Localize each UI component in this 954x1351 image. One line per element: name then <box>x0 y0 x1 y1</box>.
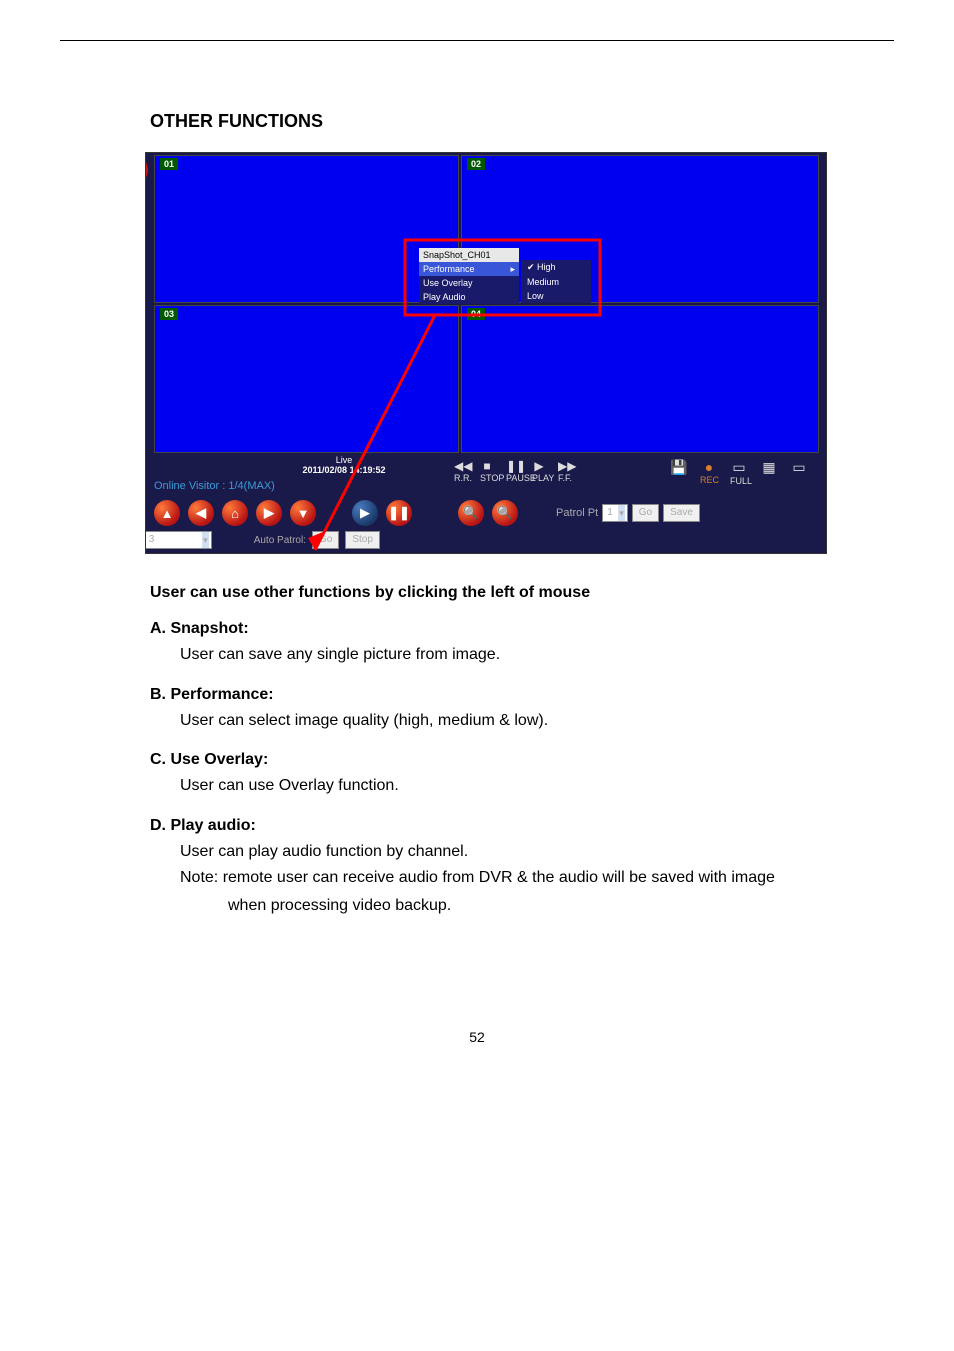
bottom-row: Speed: 3 Auto Patrol: Go Stop <box>145 531 380 549</box>
floppy-icon: 💾 <box>670 459 688 476</box>
menu-item-overlay[interactable]: Use Overlay <box>419 276 519 290</box>
menu-item-performance[interactable]: Performance ▸ <box>419 262 519 276</box>
context-menu-header[interactable]: SnapShot_CH01 <box>419 248 519 262</box>
patrol-select[interactable]: 1 <box>602 504 628 522</box>
record-icon: ● <box>700 459 718 475</box>
ff-label: F.F. <box>558 473 572 483</box>
patrol-label: Patrol Pt <box>556 507 598 519</box>
item-c-heading: C. Use Overlay: <box>150 751 854 769</box>
record-label: REC <box>700 475 719 485</box>
record-button[interactable]: ●REC <box>700 459 718 475</box>
instruction-text: User can use other functions by clicking… <box>150 584 854 602</box>
auto-go-button[interactable]: Go <box>312 531 339 549</box>
patrol-go-button[interactable]: Go <box>632 504 659 522</box>
ptz-down-button[interactable]: ▼ <box>290 500 316 526</box>
stop-icon: ■ <box>480 459 494 473</box>
submenu-label: High <box>537 262 556 272</box>
transport-controls: ◀◀R.R. ■STOP ❚❚PAUSE ▶PLAY ▶▶F.F. <box>454 459 572 483</box>
submenu-arrow-icon: ▸ <box>510 264 515 275</box>
rewind-label: R.R. <box>454 473 472 483</box>
auto-stop-button[interactable]: Stop <box>345 531 380 549</box>
item-d-text: User can play audio function by channel. <box>180 839 854 865</box>
patrol-save-button[interactable]: Save <box>663 504 700 522</box>
menu-item-play-audio[interactable]: Play Audio <box>419 290 519 304</box>
item-b-heading: B. Performance: <box>150 686 854 704</box>
dvr-screenshot: 01 02 03 04 SnapShot_CH01 Performance ▸ <box>145 152 827 554</box>
channel-label-2: 02 <box>467 158 485 170</box>
ptz-home-button[interactable]: ⌂ <box>222 500 248 526</box>
ptz-up-button[interactable]: ▲ <box>154 500 180 526</box>
video-pane-1[interactable]: 01 <box>154 155 459 303</box>
ff-button[interactable]: ▶▶F.F. <box>558 459 572 483</box>
ptz-right-button[interactable]: ▶ <box>256 500 282 526</box>
submenu-low[interactable]: Low <box>521 289 591 303</box>
video-pane-4[interactable]: 04 <box>461 305 819 453</box>
timestamp-text: 2011/02/08 14:19:52 <box>302 465 385 475</box>
single-button[interactable]: ▭ <box>790 459 808 475</box>
stop-label: STOP <box>480 473 504 483</box>
status-bar: Live 2011/02/08 14:19:52 ◀◀R.R. ■STOP ❚❚… <box>154 455 818 480</box>
online-visitor-text: Online Visitor : 1/4(MAX) <box>154 480 275 492</box>
play-label: PLAY <box>532 473 554 483</box>
submenu-high[interactable]: ✔ High <box>521 260 591 275</box>
right-controls: 💾 ●REC ▭FULL ▦ ▭ <box>670 459 808 475</box>
item-d-heading: D. Play audio: <box>150 817 854 835</box>
rewind-icon: ◀◀ <box>454 459 468 473</box>
auto-patrol-label: Auto Patrol: <box>254 535 306 546</box>
rewind-button[interactable]: ◀◀R.R. <box>454 459 468 483</box>
item-a-text: User can save any single picture from im… <box>180 642 854 668</box>
grid-button[interactable]: ▦ <box>760 459 778 475</box>
section-heading: OTHER FUNCTIONS <box>150 111 854 132</box>
zoom-minus-button[interactable]: 🔍 <box>492 500 518 526</box>
pause-button[interactable]: ❚❚PAUSE <box>506 459 520 483</box>
channel-label-4: 04 <box>467 308 485 320</box>
live-label: Live <box>336 455 353 465</box>
note-line1: Note: remote user can receive audio from… <box>180 864 854 891</box>
note-line2: when processing video backup. <box>228 892 854 919</box>
fullscreen-label: FULL <box>730 476 752 486</box>
zoom-plus-button[interactable]: 🔍 <box>458 500 484 526</box>
menu-item-label: Performance <box>423 264 475 274</box>
play-icon: ▶ <box>532 459 546 473</box>
ptz-left-button[interactable]: ◀ <box>188 500 214 526</box>
zoom-pause-button[interactable]: ❚❚ <box>386 500 412 526</box>
fullscreen-button[interactable]: ▭FULL <box>730 459 748 475</box>
context-menu[interactable]: SnapShot_CH01 Performance ▸ Use Overlay … <box>419 248 519 304</box>
pause-icon: ❚❚ <box>506 459 520 473</box>
item-c-text: User can use Overlay function. <box>180 773 854 799</box>
single-icon: ▭ <box>790 459 808 476</box>
ptz-controls: ▲ ◀ ⌂ ▶ ▼ ▶ ❚❚ 🔍 🔍 Patrol Pt 1 Go Sav <box>154 498 818 528</box>
performance-submenu[interactable]: ✔ High Medium Low <box>521 260 591 303</box>
item-a-heading: A. Snapshot: <box>150 620 854 638</box>
item-b-text: User can select image quality (high, med… <box>180 708 854 734</box>
grid-icon: ▦ <box>760 459 778 476</box>
live-timestamp: Live 2011/02/08 14:19:52 <box>284 455 404 475</box>
play-button[interactable]: ▶PLAY <box>532 459 546 483</box>
zoom-in-play-button[interactable]: ▶ <box>352 500 378 526</box>
speed-select[interactable]: 3 <box>145 531 212 549</box>
ff-icon: ▶▶ <box>558 459 572 473</box>
channel-label-1: 01 <box>160 158 178 170</box>
submenu-medium[interactable]: Medium <box>521 275 591 289</box>
page-number: 52 <box>0 1029 954 1075</box>
logo-badge <box>145 155 148 185</box>
fullscreen-icon: ▭ <box>730 459 748 476</box>
figure-container: 01 02 03 04 SnapShot_CH01 Performance ▸ <box>145 152 845 554</box>
check-icon: ✔ <box>527 262 537 272</box>
stop-button[interactable]: ■STOP <box>480 459 494 483</box>
channel-label-3: 03 <box>160 308 178 320</box>
save-disk-button[interactable]: 💾 <box>670 459 688 475</box>
video-pane-3[interactable]: 03 <box>154 305 459 453</box>
